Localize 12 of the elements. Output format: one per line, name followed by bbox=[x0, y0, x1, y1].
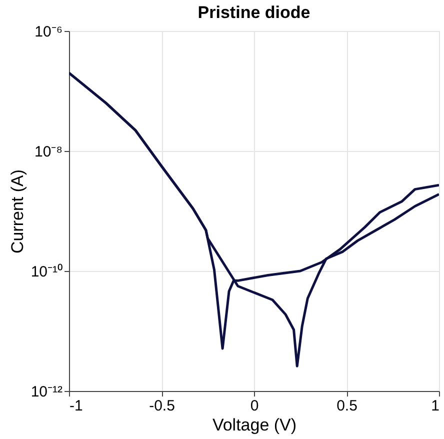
y-tick-label: 10⁻¹⁰ bbox=[30, 264, 62, 280]
x-tick-label: -0.5 bbox=[149, 398, 175, 414]
x-axis-title: Voltage (V) bbox=[212, 416, 297, 434]
x-tick-label: -1 bbox=[70, 398, 83, 414]
y-tick-label: 10⁻⁶ bbox=[34, 24, 62, 40]
x-tick-label: 0.5 bbox=[336, 398, 358, 414]
y-axis-title: Current (A) bbox=[8, 169, 27, 254]
y-tick-label: 10⁻⁸ bbox=[34, 144, 62, 160]
y-tick-label: 10⁻¹² bbox=[30, 384, 62, 400]
chart-title: Pristine diode bbox=[198, 3, 310, 22]
x-tick-label: 0 bbox=[250, 398, 259, 414]
x-tick-label: 1 bbox=[431, 398, 440, 414]
